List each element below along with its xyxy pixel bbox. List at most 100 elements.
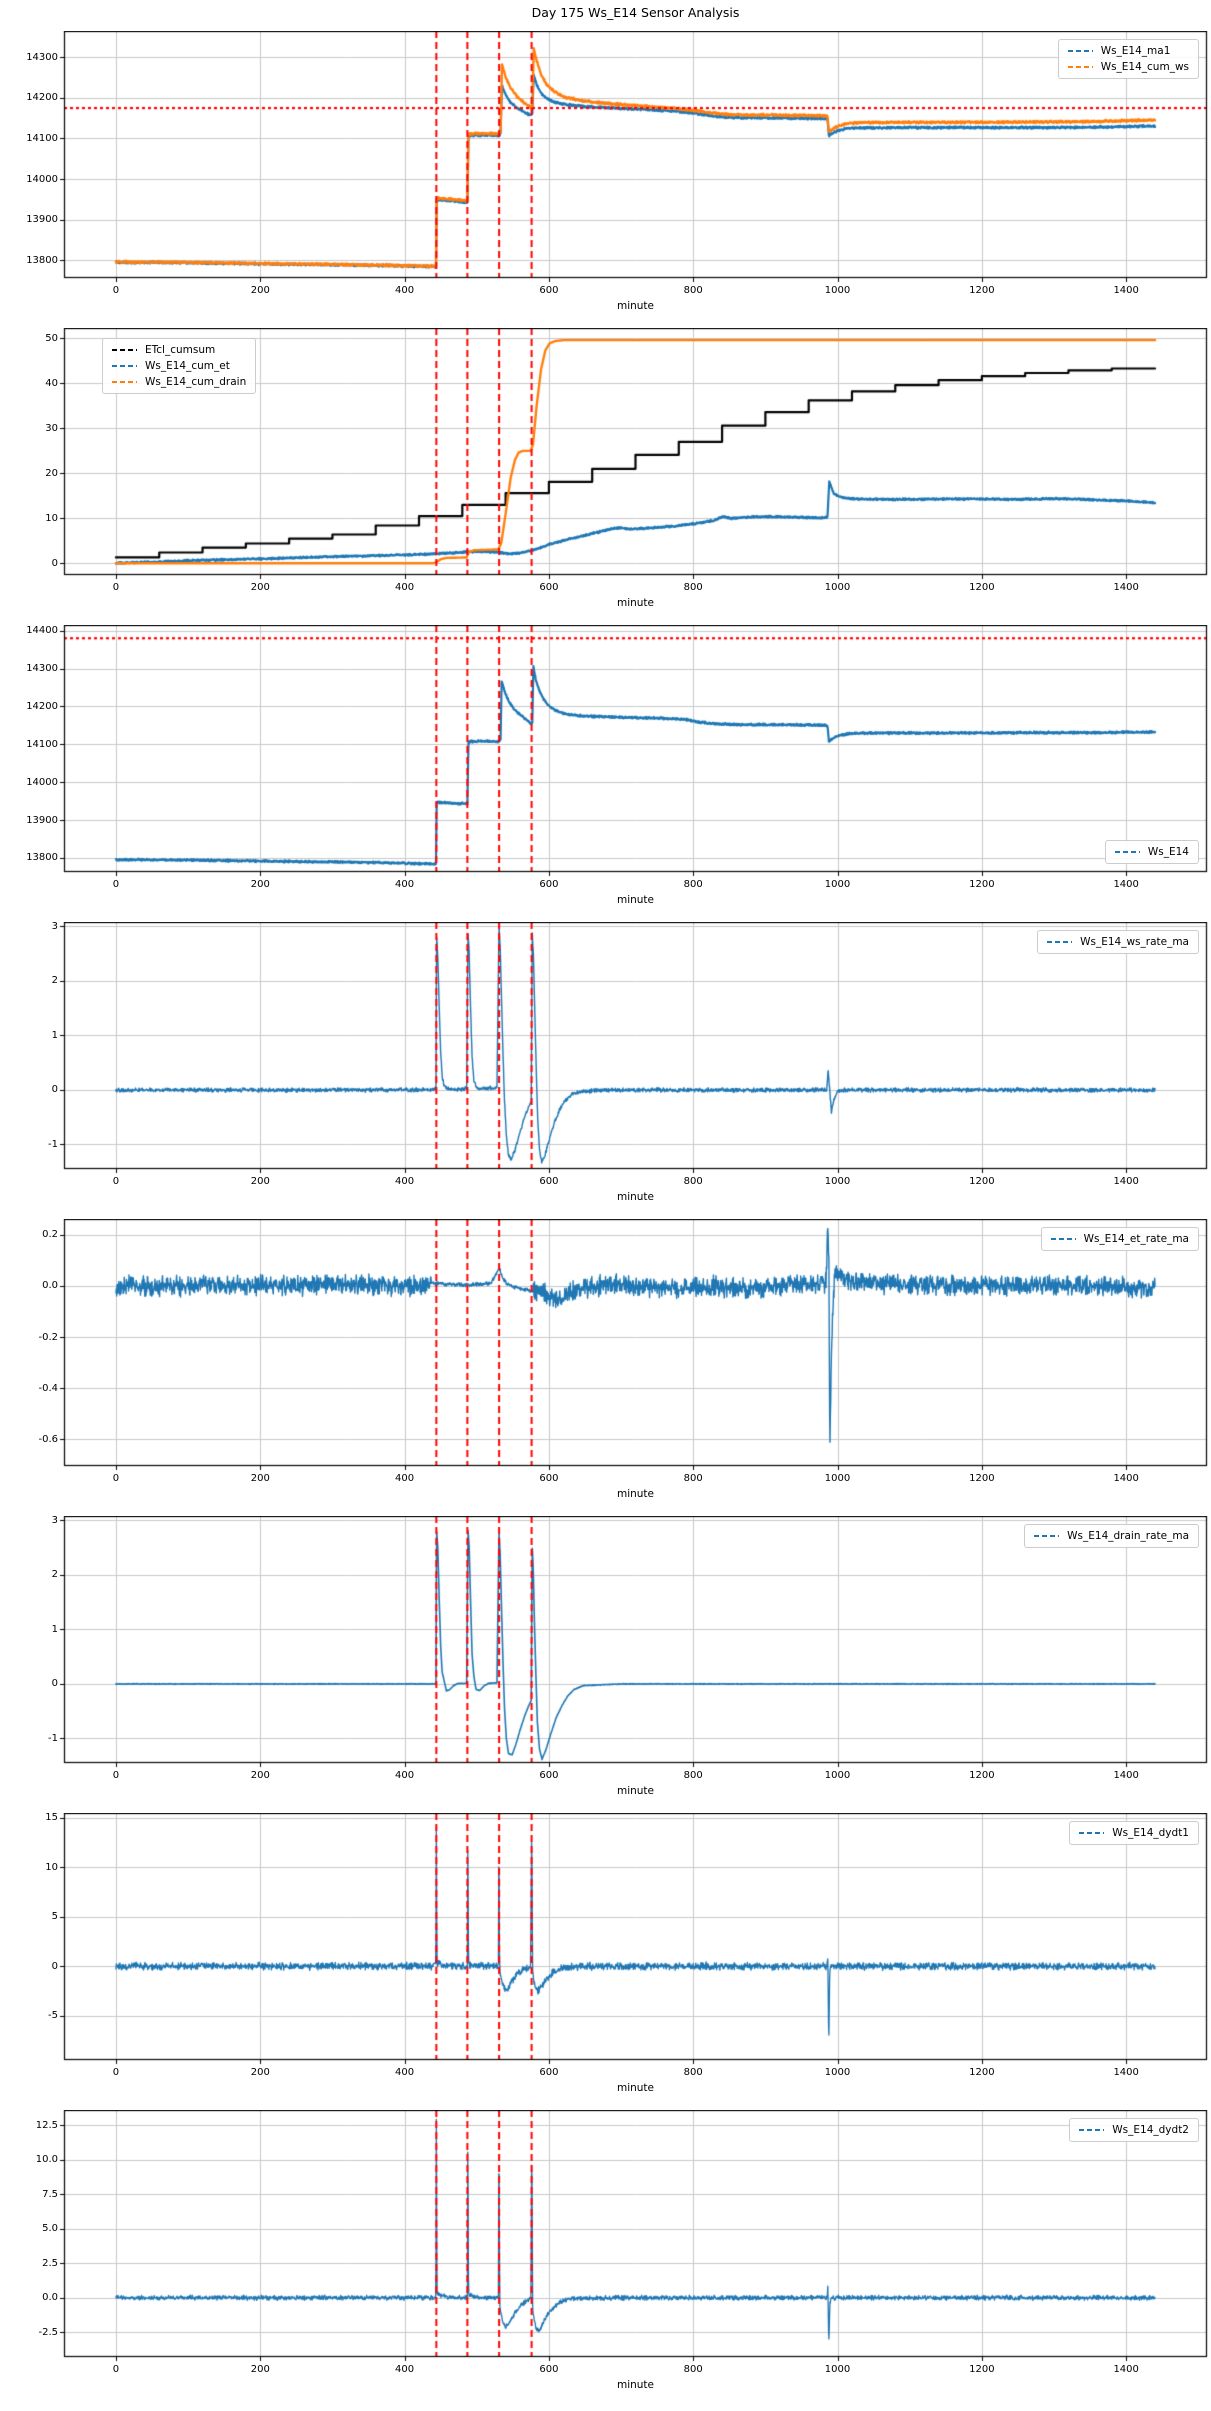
x-tick-label: 0 [112,285,120,296]
y-tick-label: 0.0 [42,1280,58,1292]
x-tick-label: 0 [112,1176,120,1187]
legend-entry: Ws_E14_dydt2 [1079,2124,1189,2136]
y-tick-label: 20 [45,467,58,479]
x-tick-label: 400 [395,1473,415,1484]
x-tick-label: 1000 [824,879,851,890]
y-tick-label: 5.0 [42,2223,58,2235]
x-tick-label: 0 [112,582,120,593]
subplot-canvas-5 [58,1516,1209,1769]
legend-dashed-line-sample [1079,1831,1105,1835]
x-tick-label: 800 [683,1473,703,1484]
y-tick-label: 14200 [26,700,58,712]
x-tick-label: 600 [539,879,559,890]
y-tick-label: 0.2 [42,1229,58,1241]
y-tick-label: 14000 [26,776,58,788]
legend-dashed-line-sample [1114,850,1140,854]
x-tick-label: 1400 [1113,2067,1139,2078]
legend-entry: Ws_E14_drain_rate_ma [1034,1530,1189,1542]
legend-dashed-line-sample [112,364,137,368]
legend-label: Ws_E14_dydt1 [1112,1827,1189,1839]
x-tick-label: 600 [539,1770,559,1781]
y-tick-label: -2.5 [38,2326,58,2338]
x-tick-label: 600 [539,582,559,593]
legend-box: Ws_E14 [1104,840,1199,864]
x-axis-label: minute [616,1785,655,1797]
y-tick-label: 13800 [26,254,58,266]
y-tick-label: 0 [51,1084,58,1096]
legend-label: Ws_E14_ma1 [1100,45,1171,57]
legend-dashed-line-sample [1050,1237,1076,1241]
y-tick-label: -5 [48,2010,58,2022]
legend-entry: Ws_E14_cum_et [112,360,246,372]
x-tick-label: 400 [395,2067,415,2078]
x-tick-label: 800 [683,1770,703,1781]
x-tick-label: 400 [395,285,415,296]
x-tick-label: 1000 [824,1770,851,1781]
x-tick-label: 600 [539,2067,559,2078]
x-tick-label: 400 [395,2364,415,2375]
y-tick-label: 40 [45,377,58,389]
y-tick-label: 13800 [26,852,58,864]
y-tick-label: 2.5 [42,2257,58,2269]
legend-dashed-line-sample [1034,1534,1060,1538]
x-tick-label: 800 [683,2067,703,2078]
legend-box: Ws_E14_dydt1 [1069,1821,1199,1845]
y-tick-label: 2 [51,1569,58,1581]
x-tick-label: 1200 [969,1176,995,1187]
legend-entry: Ws_E14_ma1 [1067,45,1189,57]
legend-label: Ws_E14_cum_ws [1100,61,1189,73]
legend-entry: Ws_E14 [1114,846,1189,858]
x-tick-label: 1400 [1113,1770,1139,1781]
y-tick-label: 1 [51,1623,58,1635]
y-tick-label: 10 [45,512,58,524]
y-tick-label: 0 [51,1678,58,1690]
x-tick-label: 400 [395,879,415,890]
x-tick-label: 0 [112,1770,120,1781]
subplot-canvas-4 [58,1219,1209,1472]
x-tick-label: 0 [112,1473,120,1484]
y-tick-label: 30 [45,422,58,434]
subplot-canvas-6 [58,1813,1209,2066]
legend-box: Ws_E14_dydt2 [1069,2118,1199,2142]
subplot-canvas-2 [58,625,1209,878]
y-tick-label: 10.0 [35,2154,58,2166]
legend-entry: Ws_E14_cum_ws [1067,61,1189,73]
y-tick-label: 14200 [26,92,58,104]
subplot-canvas-3 [58,922,1209,1175]
x-tick-label: 0 [112,2364,120,2375]
legend-dashed-line-sample [1079,2128,1105,2132]
y-tick-label: 3 [51,920,58,932]
y-tick-label: 0.0 [42,2292,58,2304]
y-tick-label: 14400 [26,625,58,637]
x-tick-label: 200 [250,1473,270,1484]
x-tick-label: 0 [112,879,120,890]
x-tick-label: 1000 [824,1473,851,1484]
legend-dashed-line-sample [1067,65,1093,69]
legend-label: Ws_E14_cum_drain [145,376,247,388]
x-tick-label: 1000 [824,2364,851,2375]
legend-box: Ws_E14_drain_rate_ma [1024,1524,1199,1548]
subplot-canvas-7 [58,2110,1209,2363]
y-tick-label: 7.5 [42,2188,58,2200]
x-tick-label: 200 [250,2364,270,2375]
y-tick-label: 0 [51,1960,58,1972]
legend-entry: Ws_E14_dydt1 [1079,1827,1189,1839]
x-tick-label: 600 [539,2364,559,2375]
legend-box: ETcl_cumsum Ws_E14_cum_et Ws_E14_cum_drain [102,338,257,394]
x-tick-label: 1400 [1113,285,1139,296]
legend-label: ETcl_cumsum [145,344,216,356]
legend-dashed-line-sample [1047,940,1073,944]
y-tick-label: 14300 [26,51,58,63]
x-tick-label: 400 [395,1176,415,1187]
y-tick-label: 14100 [26,738,58,750]
legend-label: Ws_E14_drain_rate_ma [1067,1530,1189,1542]
x-tick-label: 800 [683,285,703,296]
legend-entry: Ws_E14_ws_rate_ma [1047,936,1189,948]
y-tick-label: 14100 [26,132,58,144]
x-tick-label: 1000 [824,582,851,593]
legend-label: Ws_E14_ws_rate_ma [1080,936,1189,948]
y-tick-label: 1 [51,1029,58,1041]
subplot-canvas-0 [58,31,1209,284]
x-tick-label: 1200 [969,582,995,593]
x-tick-label: 200 [250,285,270,296]
